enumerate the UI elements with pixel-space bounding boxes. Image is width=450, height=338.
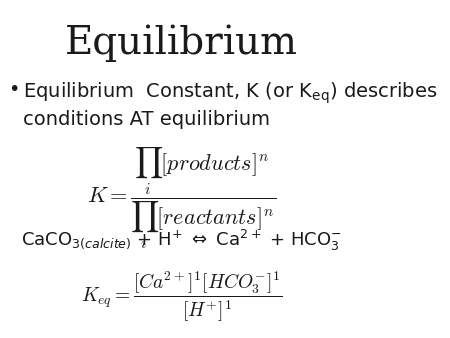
Text: $K = \dfrac{\prod_{i}[products]^{n}}{\prod_{i}[reactants]^{n}}$: $K = \dfrac{\prod_{i}[products]^{n}}{\pr… [87, 146, 276, 251]
Text: $K_{eq} = \dfrac{[Ca^{2+}]^{1}[HCO_{3}^{-}]^{1}}{[H^{+}]^{1}}$: $K_{eq} = \dfrac{[Ca^{2+}]^{1}[HCO_{3}^{… [81, 270, 283, 324]
Text: •: • [9, 80, 20, 99]
Text: Equilibrium  Constant, K (or K$_{\mathrm{eq}}$) describes: Equilibrium Constant, K (or K$_{\mathrm{… [23, 80, 437, 105]
Text: conditions AT equilibrium: conditions AT equilibrium [23, 110, 270, 128]
Text: Equilibrium: Equilibrium [65, 24, 298, 62]
Text: CaCO$_{3(calcite)}$ + H$^{+}$ $\Leftrightarrow$ Ca$^{2+}$ + HCO$_{3}^{-}$: CaCO$_{3(calcite)}$ + H$^{+}$ $\Leftrigh… [21, 227, 342, 252]
